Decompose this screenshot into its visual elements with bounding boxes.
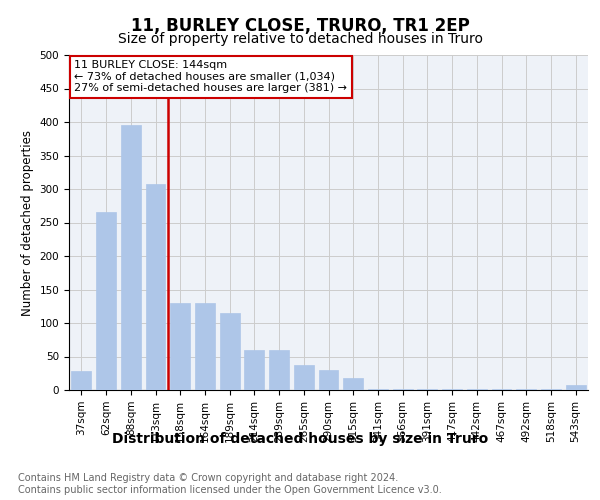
Bar <box>319 370 338 390</box>
Bar <box>170 303 190 390</box>
Bar <box>146 184 166 390</box>
Bar <box>368 388 388 390</box>
Bar <box>220 313 239 390</box>
Bar <box>467 388 487 390</box>
Bar <box>343 378 363 390</box>
Bar <box>121 126 140 390</box>
Bar <box>442 388 462 390</box>
Bar <box>195 303 215 390</box>
Bar <box>517 388 536 390</box>
Bar <box>244 350 264 390</box>
Bar <box>566 384 586 390</box>
Bar <box>418 388 437 390</box>
Bar <box>541 388 561 390</box>
Bar <box>71 371 91 390</box>
Text: 11, BURLEY CLOSE, TRURO, TR1 2EP: 11, BURLEY CLOSE, TRURO, TR1 2EP <box>131 18 469 36</box>
Bar <box>491 388 511 390</box>
Text: 11 BURLEY CLOSE: 144sqm
← 73% of detached houses are smaller (1,034)
27% of semi: 11 BURLEY CLOSE: 144sqm ← 73% of detache… <box>74 60 347 93</box>
Text: Size of property relative to detached houses in Truro: Size of property relative to detached ho… <box>118 32 482 46</box>
Bar <box>96 212 116 390</box>
Bar <box>294 364 314 390</box>
Bar <box>269 350 289 390</box>
Text: Distribution of detached houses by size in Truro: Distribution of detached houses by size … <box>112 432 488 446</box>
Y-axis label: Number of detached properties: Number of detached properties <box>21 130 34 316</box>
Bar <box>393 388 413 390</box>
Text: Contains HM Land Registry data © Crown copyright and database right 2024.
Contai: Contains HM Land Registry data © Crown c… <box>18 474 442 495</box>
